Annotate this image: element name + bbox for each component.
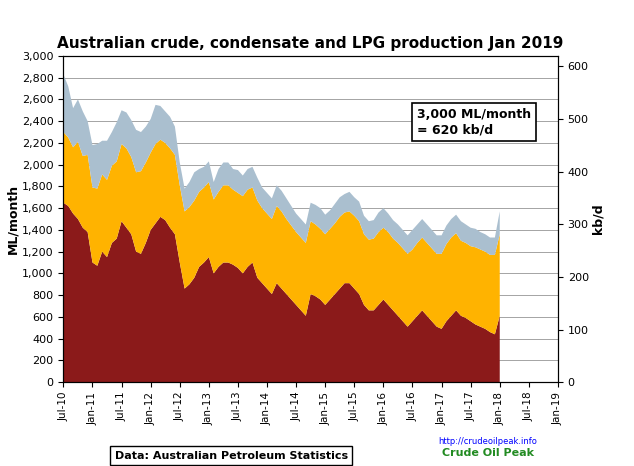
Y-axis label: ML/month: ML/month	[6, 184, 19, 254]
Y-axis label: kb/d: kb/d	[592, 204, 605, 234]
Text: Crude Oil Peak: Crude Oil Peak	[442, 448, 534, 458]
Text: 3,000 ML/month
= 620 kb/d: 3,000 ML/month = 620 kb/d	[417, 108, 531, 136]
Text: http://crudeoilpeak.info: http://crudeoilpeak.info	[439, 437, 538, 445]
Title: Australian crude, condensate and LPG production Jan 2019: Australian crude, condensate and LPG pro…	[58, 35, 564, 51]
Text: Data: Australian Petroleum Statistics: Data: Australian Petroleum Statistics	[115, 451, 348, 461]
